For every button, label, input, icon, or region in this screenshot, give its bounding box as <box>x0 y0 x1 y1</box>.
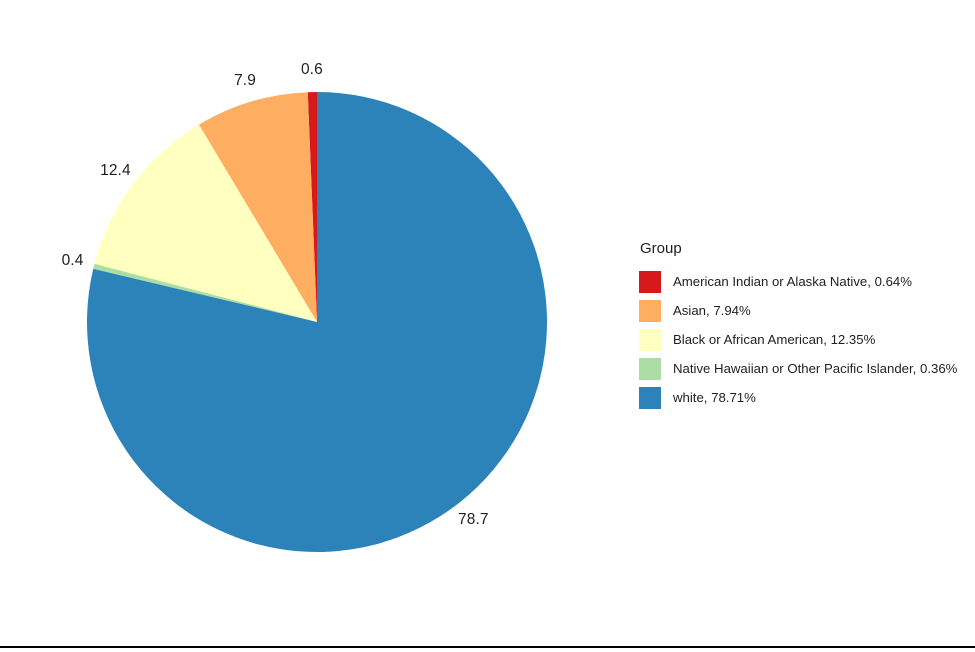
legend: Group American Indian or Alaska Native, … <box>639 240 969 412</box>
pie-slice-label: 7.9 <box>234 71 256 89</box>
legend-color-swatch <box>639 386 661 409</box>
legend-items: American Indian or Alaska Native, 0.64% A… <box>639 267 969 412</box>
pie-slice <box>198 92 317 322</box>
legend-item-label: Native Hawaiian or Other Pacific Islande… <box>673 360 958 376</box>
bottom-divider <box>0 646 975 648</box>
legend-color-swatch <box>639 328 661 351</box>
pie-slice-label: 78.7 <box>458 510 489 528</box>
legend-item[interactable]: white, 78.71% <box>639 383 969 412</box>
legend-color-swatch <box>639 270 661 293</box>
legend-item-label: Black or African American, 12.35% <box>673 331 876 347</box>
pie-slice-group <box>86 92 547 553</box>
pie-slice-label: 12.4 <box>100 161 131 179</box>
pie-slice <box>94 124 317 323</box>
legend-item[interactable]: Native Hawaiian or Other Pacific Islande… <box>639 354 969 383</box>
pie-slice-label: 0.4 <box>61 252 84 269</box>
pie-slice <box>93 263 317 322</box>
pie-slice-label: 0.6 <box>300 61 323 79</box>
legend-color-swatch <box>639 357 661 380</box>
pie-slice <box>307 92 317 322</box>
legend-item[interactable]: American Indian or Alaska Native, 0.64% <box>639 267 969 296</box>
pie-panel: 0.6 7.9 12.4 0.4 78.7 <box>61 61 547 553</box>
legend-item[interactable]: Asian, 7.94% <box>639 296 969 325</box>
legend-color-swatch <box>639 299 661 322</box>
legend-item-label: Asian, 7.94% <box>673 302 751 318</box>
pie-slice <box>86 92 547 553</box>
legend-item[interactable]: Black or African American, 12.35% <box>639 325 969 354</box>
legend-item-label: white, 78.71% <box>673 389 756 405</box>
pie-chart-svg <box>86 92 547 553</box>
legend-title: Group <box>640 240 682 257</box>
legend-item-label: American Indian or Alaska Native, 0.64% <box>673 273 912 289</box>
